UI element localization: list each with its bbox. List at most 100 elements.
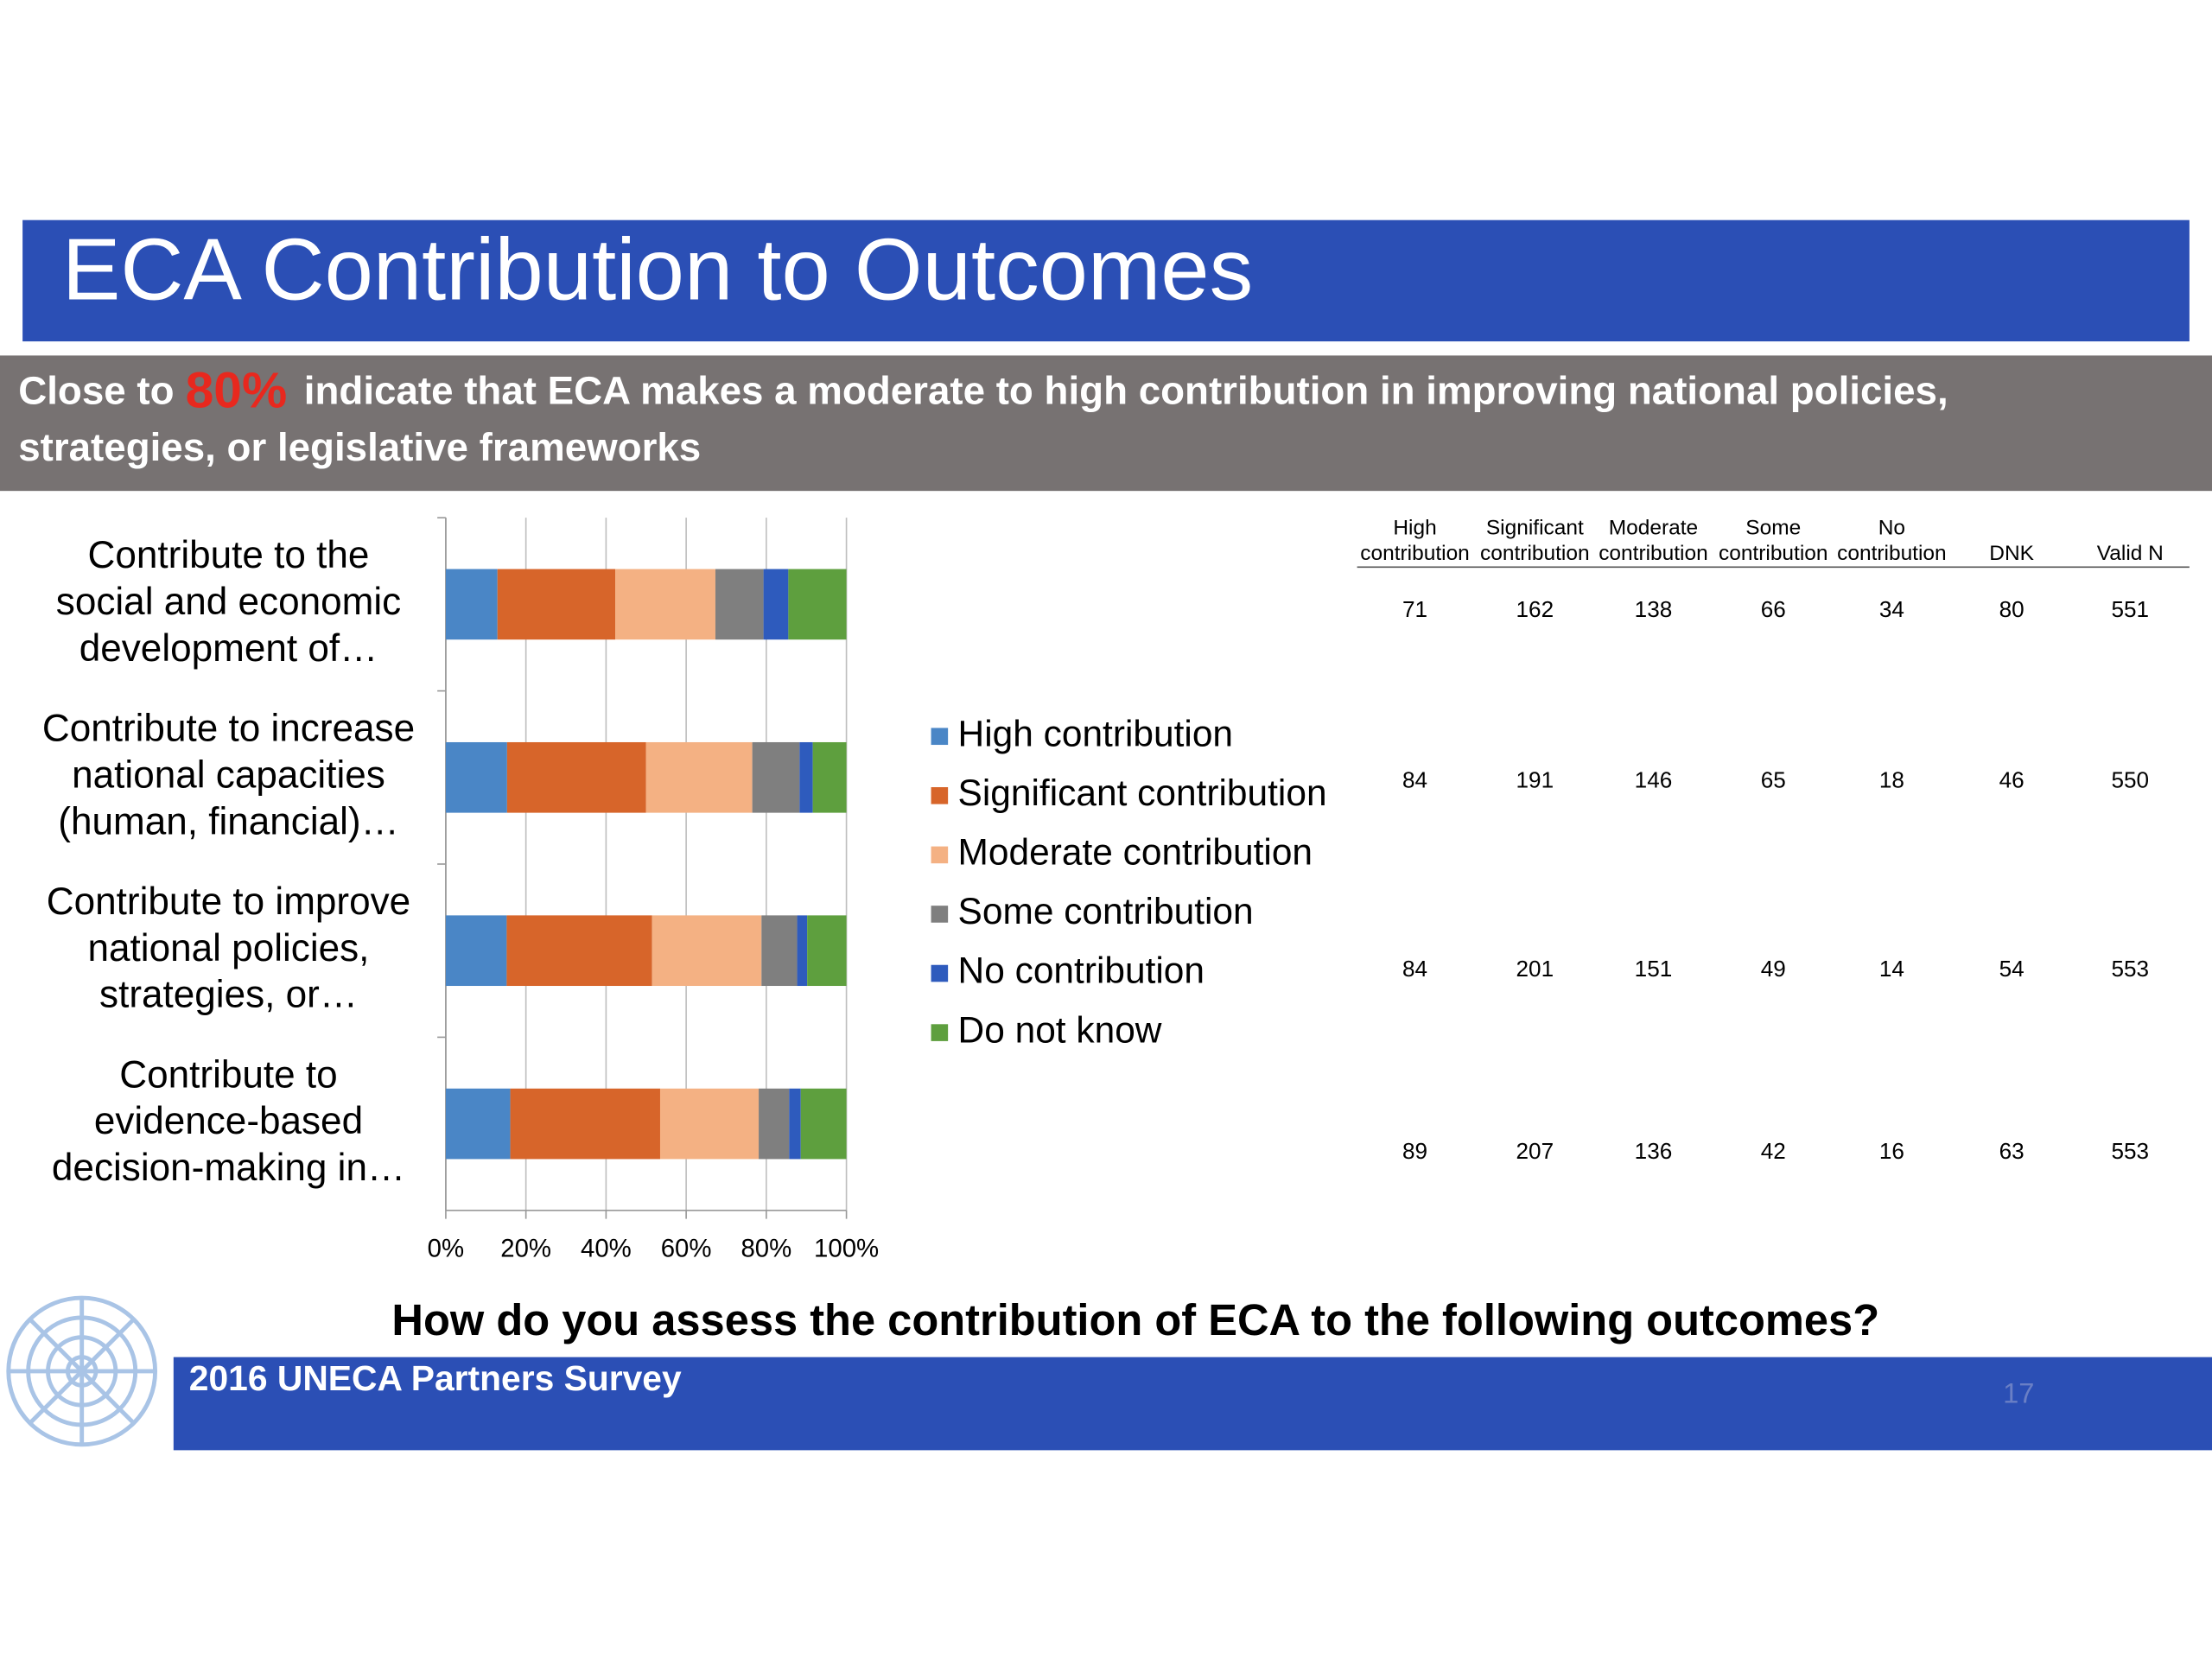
bar-segment (659, 1088, 760, 1160)
table-header: No (1878, 517, 1905, 540)
table-cell: 553 (2112, 1138, 2150, 1164)
table-header: Moderate (1609, 517, 1698, 540)
table-cell: 136 (1635, 1138, 1673, 1164)
legend-swatch (931, 728, 949, 746)
table-header: contribution (1599, 542, 1708, 565)
bar-segment (800, 1088, 847, 1160)
table-cell: 201 (1516, 956, 1554, 982)
bar-segment (789, 1088, 801, 1160)
table-header: Some (1745, 517, 1801, 540)
bar-segment (445, 915, 507, 987)
table-cell: 63 (1999, 1138, 2024, 1164)
table-cell: 138 (1635, 596, 1673, 622)
table-cell: 146 (1635, 766, 1673, 792)
table-cell: 162 (1516, 596, 1554, 622)
legend-label: Some contribution (958, 891, 1254, 931)
table-header: DNK (1989, 542, 2034, 565)
category-label: evidence-based (94, 1100, 363, 1142)
category-label: decision-making in… (52, 1147, 405, 1189)
table-cell: 551 (2112, 596, 2150, 622)
bar-segment (799, 741, 813, 813)
legend-label: Significant contribution (958, 772, 1327, 813)
bar-segment (510, 1088, 660, 1160)
bar-segment (759, 1088, 790, 1160)
table-cell: 65 (1761, 766, 1786, 792)
table-header: contribution (1480, 542, 1590, 565)
subtitle-text: strategies, or legislative frameworks (18, 425, 701, 469)
bar-segment (752, 741, 800, 813)
category-label: national capacities (72, 753, 385, 796)
legend-swatch (931, 846, 949, 864)
category-label: social and economic (56, 581, 401, 623)
legend-label: High contribution (958, 713, 1233, 753)
legend-swatch (931, 1024, 949, 1041)
category-label: Contribute to improve (47, 880, 410, 923)
footer-text: 2016 UNECA Partners Survey (189, 1358, 682, 1398)
bar-segment (506, 741, 646, 813)
table-header: Significant (1486, 517, 1584, 540)
bar-segment (761, 915, 798, 987)
bar-segment (615, 569, 715, 640)
legend-label: No contribution (958, 950, 1205, 991)
bar-segment (645, 741, 753, 813)
x-tick-label: 0% (428, 1234, 464, 1262)
category-label: strategies, or… (99, 974, 358, 1016)
category-label: Contribute to (119, 1053, 337, 1096)
subtitle-text: Close to (18, 369, 174, 413)
table-cell: 46 (1999, 766, 2024, 792)
footer-bar (173, 1357, 2212, 1451)
table-header: contribution (1360, 542, 1470, 565)
legend-swatch (931, 787, 949, 804)
table-cell: 42 (1761, 1138, 1786, 1164)
subtitle-text: indicate that ECA makes a moderate to hi… (304, 369, 1948, 413)
question: How do you assess the contribution of EC… (391, 1295, 1879, 1344)
subtitle: Close to 80% indicate that ECA makes a mod… (18, 362, 1948, 418)
table-cell: 550 (2112, 766, 2150, 792)
un-logo (6, 1295, 158, 1447)
x-tick-label: 40% (581, 1234, 632, 1262)
bar-segment (506, 915, 652, 987)
legend-swatch (931, 906, 949, 923)
table-cell: 34 (1879, 596, 1904, 622)
bar-segment (812, 741, 847, 813)
table-header: contribution (1837, 542, 1947, 565)
slide-title: ECA Contribution to Outcomes (62, 221, 1253, 319)
bar-segment (715, 569, 764, 640)
bar-segment (788, 569, 847, 640)
table-header: High (1393, 517, 1436, 540)
subtitle-highlight: 80% (186, 362, 288, 418)
legend-label: Moderate contribution (958, 832, 1313, 873)
table-cell: 553 (2112, 956, 2150, 982)
category-label: (human, financial)… (58, 800, 398, 842)
table-cell: 49 (1761, 956, 1786, 982)
page-number: 17 (2003, 1376, 2034, 1408)
category-label: Contribute to increase (42, 708, 415, 750)
bar-segment (763, 569, 789, 640)
x-tick-label: 20% (500, 1234, 551, 1262)
bar-segment (807, 915, 847, 987)
table-cell: 14 (1879, 956, 1904, 982)
x-tick-label: 60% (661, 1234, 712, 1262)
legend-label: Do not know (958, 1009, 1162, 1050)
table-cell: 66 (1761, 596, 1786, 622)
bar-segment (445, 741, 507, 813)
x-tick-label: 80% (741, 1234, 791, 1262)
table-header: contribution (1719, 542, 1828, 565)
bar-segment (497, 569, 616, 640)
category-label: development of… (79, 627, 378, 670)
category-label: Contribute to the (88, 534, 370, 576)
bar-segment (652, 915, 762, 987)
table-cell: 54 (1999, 956, 2024, 982)
table-cell: 89 (1402, 1138, 1427, 1164)
category-label: national policies, (88, 927, 370, 969)
table-cell: 18 (1879, 766, 1904, 792)
table-cell: 71 (1402, 596, 1427, 622)
table-cell: 84 (1402, 766, 1427, 792)
table-cell: 84 (1402, 956, 1427, 982)
title-bar (22, 219, 2190, 342)
bar-segment (445, 1088, 511, 1160)
table-cell: 151 (1635, 956, 1673, 982)
table-cell: 16 (1879, 1138, 1904, 1164)
table-cell: 80 (1999, 596, 2024, 622)
x-tick-label: 100% (814, 1234, 879, 1262)
